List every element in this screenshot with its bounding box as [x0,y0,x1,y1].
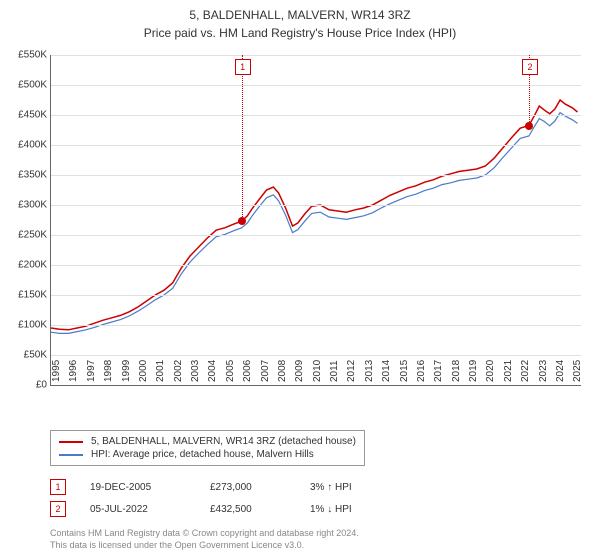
marker-line-1 [242,55,243,221]
y-axis-tick-label: £0 [3,380,47,391]
x-axis-tick-label: 2024 [555,360,566,382]
footer-line-2: This data is licensed under the Open Gov… [50,540,580,552]
x-axis-tick-label: 2014 [381,360,392,382]
chart-svg [51,55,581,385]
x-axis-tick-label: 2010 [312,360,323,382]
transaction-price: £273,000 [210,482,310,493]
x-axis-tick-label: 2013 [364,360,375,382]
x-axis-tick-label: 2015 [399,360,410,382]
legend-label: 5, BALDENHALL, MALVERN, WR14 3RZ (detach… [91,436,356,447]
transaction-date: 05-JUL-2022 [90,504,210,515]
x-axis-tick-label: 2012 [346,360,357,382]
x-axis-tick-label: 2025 [572,360,583,382]
transaction-vs-hpi: 3% ↑ HPI [310,482,410,493]
y-axis-tick-label: £350K [3,170,47,181]
marker-badge-1: 1 [235,59,251,75]
transaction-row: 2 05-JUL-2022£432,5001% ↓ HPI [50,498,580,520]
x-axis-tick-label: 2018 [451,360,462,382]
footer-line-1: Contains HM Land Registry data © Crown c… [50,528,580,540]
x-axis-tick-label: 2009 [294,360,305,382]
legend-box: 5, BALDENHALL, MALVERN, WR14 3RZ (detach… [50,430,365,466]
x-axis-tick-label: 2005 [225,360,236,382]
transaction-vs-hpi: 1% ↓ HPI [310,504,410,515]
x-axis-tick-label: 2016 [416,360,427,382]
chart-title: 5, BALDENHALL, MALVERN, WR14 3RZ [0,0,600,24]
x-axis-tick-label: 2001 [155,360,166,382]
footer-attribution: Contains HM Land Registry data © Crown c… [50,528,580,551]
x-axis-tick-label: 1998 [103,360,114,382]
y-axis-tick-label: £200K [3,260,47,271]
transaction-date: 19-DEC-2005 [90,482,210,493]
x-axis-tick-label: 2008 [277,360,288,382]
legend-swatch [59,441,83,443]
x-axis-tick-label: 1995 [51,360,62,382]
legend-container: 5, BALDENHALL, MALVERN, WR14 3RZ (detach… [50,430,580,551]
x-axis-tick-label: 2000 [138,360,149,382]
x-axis-tick-label: 2023 [538,360,549,382]
transaction-table: 1 19-DEC-2005£273,0003% ↑ HPI 2 05-JUL-2022… [50,476,580,520]
x-axis-tick-label: 2007 [260,360,271,382]
y-axis-tick-label: £100K [3,320,47,331]
x-axis-tick-label: 2003 [190,360,201,382]
y-axis-tick-label: £450K [3,110,47,121]
x-axis-tick-label: 2011 [329,360,340,382]
x-axis-tick-label: 2022 [520,360,531,382]
x-axis-tick-label: 2006 [242,360,253,382]
x-axis-tick-label: 2019 [468,360,479,382]
x-axis-tick-label: 2021 [503,360,514,382]
marker-badge-2: 2 [522,59,538,75]
x-axis-tick-label: 2002 [173,360,184,382]
x-axis-tick-label: 2004 [207,360,218,382]
y-axis-tick-label: £250K [3,230,47,241]
legend-item: HPI: Average price, detached house, Malv… [59,448,356,461]
legend-item: 5, BALDENHALL, MALVERN, WR14 3RZ (detach… [59,435,356,448]
marker-dot-2 [525,122,533,130]
chart-plot-area: £0£50K£100K£150K£200K£250K£300K£350K£400… [50,55,581,386]
transaction-marker-badge: 2 [50,501,66,517]
chart-subtitle: Price paid vs. HM Land Registry's House … [0,24,600,40]
transaction-marker-badge: 1 [50,479,66,495]
x-axis-tick-label: 1997 [86,360,97,382]
transaction-price: £432,500 [210,504,310,515]
y-axis-tick-label: £400K [3,140,47,151]
x-axis-tick-label: 1999 [121,360,132,382]
legend-swatch [59,454,83,456]
transaction-row: 1 19-DEC-2005£273,0003% ↑ HPI [50,476,580,498]
y-axis-tick-label: £50K [3,350,47,361]
y-axis-tick-label: £300K [3,200,47,211]
y-axis-tick-label: £550K [3,50,47,61]
y-axis-tick-label: £500K [3,80,47,91]
legend-label: HPI: Average price, detached house, Malv… [91,449,314,460]
x-axis-tick-label: 2020 [485,360,496,382]
y-axis-tick-label: £150K [3,290,47,301]
x-axis-tick-label: 2017 [433,360,444,382]
marker-dot-1 [238,217,246,225]
x-axis-tick-label: 1996 [68,360,79,382]
